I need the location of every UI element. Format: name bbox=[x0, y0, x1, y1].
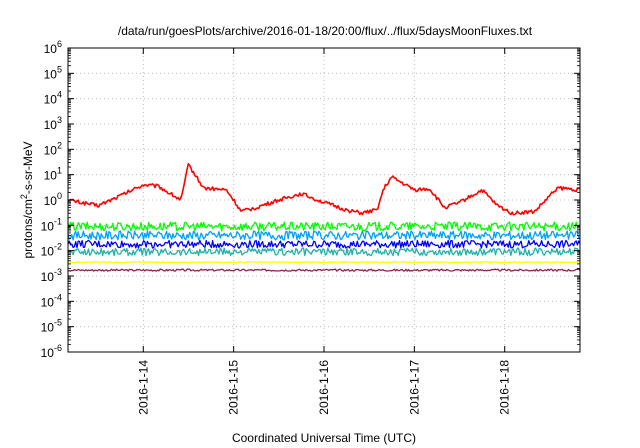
x-tick-label: 2016-1-14 bbox=[136, 360, 150, 415]
y-tick-label: 10-5 bbox=[41, 318, 62, 335]
y-tick-label: 10-2 bbox=[41, 242, 62, 259]
series-line-5 bbox=[67, 260, 581, 264]
y-tick-label: 10-1 bbox=[41, 216, 62, 233]
y-tick-label: 10-3 bbox=[41, 267, 62, 284]
grid bbox=[68, 48, 580, 352]
chart-title: /data/run/goesPlots/archive/2016-01-18/2… bbox=[118, 24, 533, 38]
y-axis-label: protons/cm2-s-sr-MeV bbox=[19, 141, 35, 258]
y-tick-label: 103 bbox=[44, 115, 62, 132]
y-tick-label: 106 bbox=[44, 39, 62, 56]
series-line-3 bbox=[67, 239, 581, 249]
series-line-1 bbox=[67, 221, 581, 232]
series-group bbox=[67, 163, 581, 272]
y-tick-label: 102 bbox=[44, 140, 62, 157]
x-tick-label: 2016-1-17 bbox=[407, 360, 421, 415]
series-line-2 bbox=[67, 230, 581, 241]
y-tick-label: 100 bbox=[44, 191, 62, 208]
x-tick-label: 2016-1-16 bbox=[317, 360, 331, 415]
x-tick-label: 2016-1-18 bbox=[498, 360, 512, 415]
x-tick-label: 2016-1-15 bbox=[227, 360, 241, 415]
x-axis-label: Coordinated Universal Time (UTC) bbox=[232, 431, 416, 445]
series-line-6 bbox=[67, 268, 581, 272]
series-line-0 bbox=[67, 163, 580, 216]
y-tick-label: 104 bbox=[44, 90, 62, 107]
y-tick-label: 10-4 bbox=[41, 292, 62, 309]
ticks: 106 105 104 103 102 101 100 10-1 10-2 10-3 10-4 10-… bbox=[41, 39, 580, 415]
y-tick-label: 10-6 bbox=[41, 343, 62, 360]
y-tick-label: 101 bbox=[44, 166, 62, 183]
series-line-4 bbox=[67, 247, 581, 257]
y-tick-label: 105 bbox=[44, 64, 62, 81]
